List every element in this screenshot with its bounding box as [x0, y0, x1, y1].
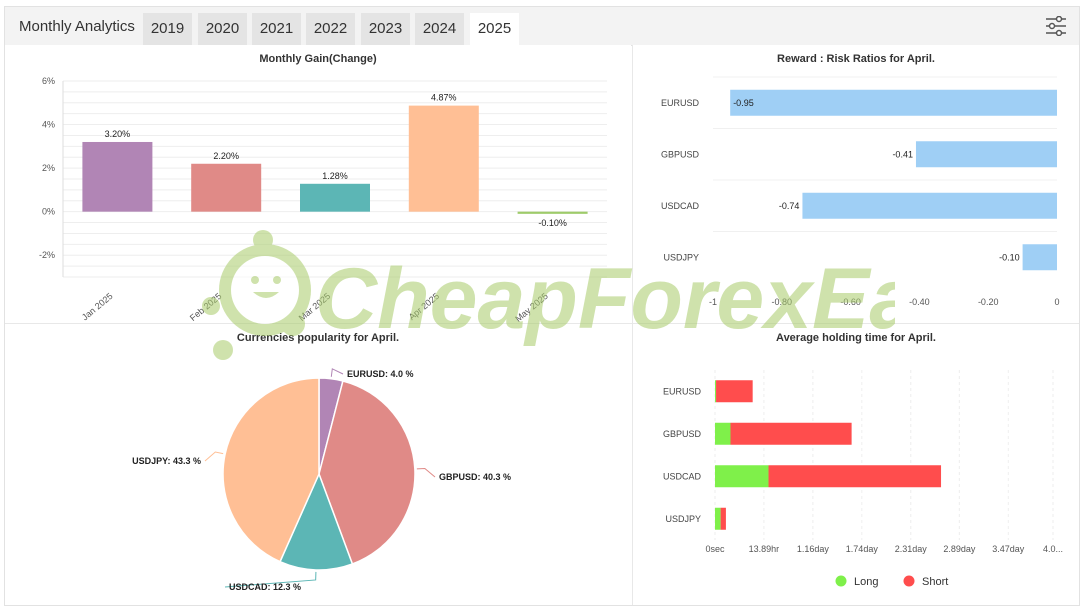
x-tick-label: Apr 2025	[407, 291, 441, 322]
bar-segment	[768, 465, 942, 488]
data-label: -0.41	[892, 149, 913, 159]
bar	[802, 192, 1057, 219]
bar	[915, 141, 1057, 168]
x-tick-label: -0.60	[840, 297, 861, 307]
connector-line	[416, 467, 436, 478]
sliders-icon[interactable]	[1045, 16, 1067, 36]
y-tick-label: 6%	[42, 76, 55, 86]
reward-risk-title: Reward : Risk Ratios for April.	[777, 53, 935, 65]
bar	[191, 163, 262, 212]
legend-label: Short	[922, 576, 948, 588]
holding-time-title: Average holding time for April.	[776, 332, 936, 344]
tab-2025[interactable]: 2025	[470, 13, 521, 45]
data-label: 1.28%	[322, 171, 348, 181]
tab-2024[interactable]: 2024	[415, 13, 466, 45]
reward-risk-chart: EURUSD -0.95 GBPUSD -0.41 USDCAD -0.74 USDJPY -…	[661, 76, 1060, 307]
legend-marker	[903, 575, 915, 587]
x-tick-label: 13.89hr	[749, 544, 780, 554]
y-tick-label: EURUSD	[663, 386, 702, 396]
pie-slice	[222, 377, 320, 563]
x-tick-label: 0	[1054, 297, 1059, 307]
tab-bar: Monthly Analytics 2019 2020 2021 2022 20…	[5, 7, 1079, 46]
bar-segment	[715, 380, 717, 403]
x-tick-label: Mar 2025	[297, 291, 333, 323]
data-label: -0.74	[779, 201, 800, 211]
bar-segment	[716, 380, 753, 403]
x-tick-label: May 2025	[513, 291, 550, 323]
widget-title: Monthly Analytics	[19, 18, 135, 35]
data-label: 2.20%	[213, 151, 239, 161]
tab-2019[interactable]: 2019	[143, 13, 194, 45]
x-tick-label: -0.40	[909, 297, 930, 307]
data-label: 4.87%	[431, 93, 457, 103]
x-tick-label: -1	[709, 297, 717, 307]
bar-segment	[715, 465, 769, 488]
x-tick-label: 2.31day	[895, 544, 928, 554]
analytics-widget: Monthly Analytics 2019 2020 2021 2022 20…	[4, 6, 1080, 606]
y-tick-label: 4%	[42, 120, 55, 130]
x-tick-label: Feb 2025	[188, 291, 224, 323]
tab-2023[interactable]: 2023	[361, 13, 412, 45]
y-tick-label: GBPUSD	[663, 429, 702, 439]
vertical-divider	[632, 45, 633, 605]
currency-popularity-panel: Currencies popularity for April. EURUSD:…	[5, 324, 631, 605]
horizontal-divider	[5, 323, 1079, 324]
y-tick-label: 0%	[42, 207, 55, 217]
bar-segment	[715, 422, 731, 445]
x-tick-label: 3.47day	[992, 544, 1025, 554]
x-tick-label: -0.20	[978, 297, 999, 307]
x-tick-label: 4.0...	[1043, 544, 1063, 554]
bar	[1022, 244, 1057, 271]
monthly-gain-chart: 6% 4% 2% 0% -2% 3.20% Jan 2025 2.20% Feb 2025 1.2…	[39, 76, 607, 323]
data-label: USDCAD: 12.3 %	[229, 582, 301, 592]
x-tick-label: Jan 2025	[80, 291, 115, 322]
x-tick-label: -0.80	[772, 297, 793, 307]
monthly-gain-title: Monthly Gain(Change)	[259, 53, 377, 65]
holding-time-panel: Average holding time for April. 0sec 13.8…	[633, 324, 1079, 605]
tab-2021[interactable]: 2021	[252, 13, 303, 45]
legend-marker	[835, 575, 847, 587]
currency-popularity-chart: EURUSD: 4.0 % GBPUSD: 40.3 % USDCAD: 12.3 …	[132, 368, 511, 592]
reward-risk-panel: Reward : Risk Ratios for April. EURUSD -0…	[633, 45, 1079, 323]
y-tick-label: -2%	[39, 250, 55, 260]
bar	[517, 211, 588, 214]
y-tick-label: 2%	[42, 163, 55, 173]
x-tick-label: 0sec	[705, 544, 725, 554]
x-tick-label: 1.16day	[797, 544, 830, 554]
data-label: USDJPY: 43.3 %	[132, 456, 201, 466]
bar-segment	[715, 507, 721, 530]
connector-line	[204, 451, 224, 462]
data-label: EURUSD: 4.0 %	[347, 369, 414, 379]
y-tick-label: USDCAD	[663, 471, 702, 481]
legend-label: Long	[854, 576, 878, 588]
bar	[300, 183, 370, 212]
pie-slice	[279, 472, 354, 571]
bar	[408, 105, 479, 212]
data-label: -0.10%	[538, 218, 567, 228]
pie-slice	[318, 380, 416, 565]
data-label: GBPUSD: 40.3 %	[439, 472, 511, 482]
connector-line	[330, 368, 344, 377]
monthly-gain-panel: Monthly Gain(Change) 6% 4% 2% 0% -2% 3.20% Jan…	[5, 45, 631, 323]
connector-line	[224, 571, 317, 588]
y-tick-label: USDCAD	[661, 201, 700, 211]
bar-segment	[730, 422, 852, 445]
y-tick-label: EURUSD	[661, 98, 700, 108]
y-tick-label: USDJPY	[665, 514, 701, 524]
y-tick-label: GBPUSD	[661, 149, 700, 159]
bar-segment	[720, 507, 726, 530]
data-label: -0.10	[999, 252, 1020, 262]
y-tick-label: USDJPY	[663, 252, 699, 262]
data-label: -0.95	[733, 98, 754, 108]
bar	[82, 141, 153, 212]
data-label: 3.20%	[105, 129, 131, 139]
tab-2020[interactable]: 2020	[198, 13, 249, 45]
x-tick-label: 2.89day	[943, 544, 976, 554]
tab-2022[interactable]: 2022	[306, 13, 357, 45]
x-tick-label: 1.74day	[846, 544, 879, 554]
bar	[730, 89, 1057, 116]
holding-time-chart: 0sec 13.89hr 1.16day 1.74day 2.31day 2.89day 3…	[663, 370, 1063, 588]
